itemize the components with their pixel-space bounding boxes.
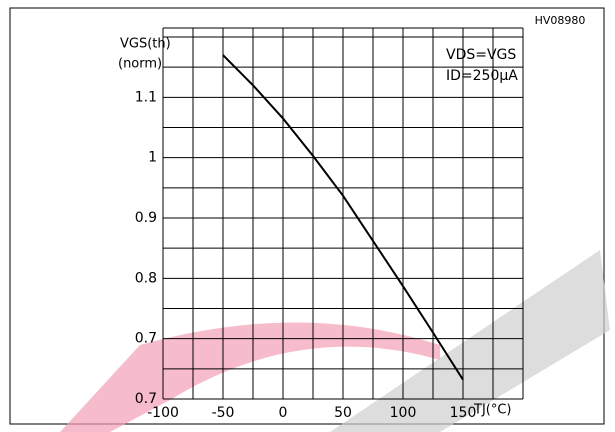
annotation: ID=250μA bbox=[446, 68, 518, 84]
x-tick-label: -50 bbox=[212, 405, 235, 421]
y-tick-label: 0.7 bbox=[135, 331, 157, 347]
x-tick-label: 150 bbox=[450, 405, 477, 421]
annotation-box bbox=[440, 40, 518, 86]
frame bbox=[9, 7, 605, 425]
y-label-sub: (norm) bbox=[118, 57, 162, 72]
annotation: VDS=VGS bbox=[446, 47, 516, 63]
x-tick-label: 0 bbox=[279, 405, 288, 421]
y-tick-label: 0.7 bbox=[135, 391, 157, 407]
x-tick-label: 50 bbox=[334, 405, 352, 421]
x-tick-label: 100 bbox=[390, 405, 417, 421]
y-tick-label: 0.9 bbox=[135, 210, 157, 226]
code: HV08980 bbox=[535, 14, 586, 27]
watermark bbox=[60, 322, 440, 432]
line bbox=[222, 54, 464, 381]
y-tick-label: 0.8 bbox=[135, 270, 157, 286]
x-label: TJ(°C) bbox=[473, 403, 512, 418]
y-tick-label: 1 bbox=[148, 150, 157, 166]
watermark bbox=[330, 250, 610, 432]
y-label: VGS(th) bbox=[120, 37, 171, 52]
y-tick-label: 1.1 bbox=[135, 89, 157, 105]
x-tick-label: -100 bbox=[147, 405, 179, 421]
